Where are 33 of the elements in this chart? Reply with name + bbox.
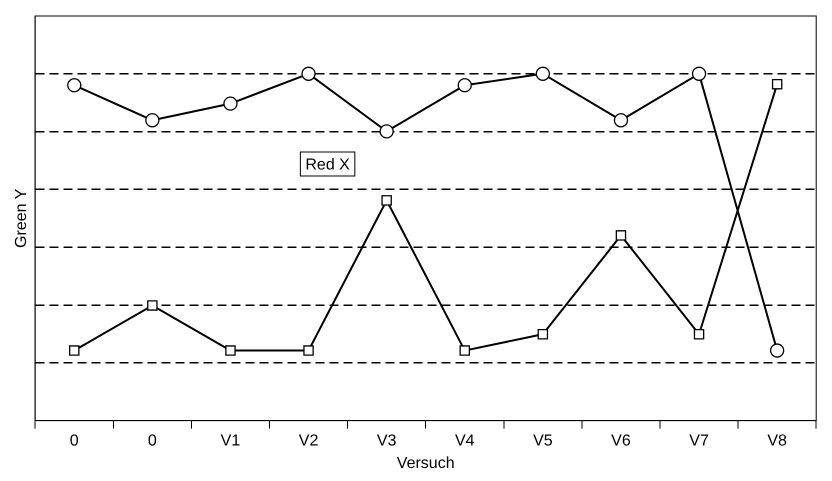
- point: [692, 66, 706, 81]
- x-tick-label: V5: [533, 432, 553, 450]
- x-axis-title: Versuch: [396, 454, 455, 472]
- point: [460, 345, 470, 356]
- point: [536, 66, 550, 81]
- point: [303, 345, 314, 356]
- x-tick-label: V7: [689, 432, 709, 450]
- x-tick-label: 0: [70, 432, 79, 450]
- x-tick-label: V3: [376, 432, 397, 450]
- point: [145, 113, 160, 128]
- x-tick-label: V1: [220, 432, 240, 450]
- x-tick-label: 0: [148, 432, 157, 450]
- point: [458, 78, 472, 92]
- point: [67, 78, 82, 92]
- point: [538, 329, 548, 340]
- point: [301, 66, 316, 81]
- x-tick-label: V2: [298, 432, 318, 450]
- point: [694, 329, 704, 340]
- point: [225, 345, 236, 356]
- point: [147, 300, 158, 311]
- point: [69, 345, 80, 356]
- point: [380, 124, 394, 139]
- point: [770, 343, 784, 358]
- point: [223, 96, 238, 111]
- point: [614, 113, 628, 128]
- point: [616, 230, 626, 241]
- annotation: Red X: [305, 156, 350, 174]
- point: [772, 78, 782, 90]
- x-tick-label: V8: [767, 432, 788, 450]
- y-axis-title: Green Y: [13, 188, 30, 248]
- x-tick-label: V6: [611, 432, 631, 450]
- point: [381, 195, 392, 206]
- x-tick-label: V4: [454, 432, 475, 450]
